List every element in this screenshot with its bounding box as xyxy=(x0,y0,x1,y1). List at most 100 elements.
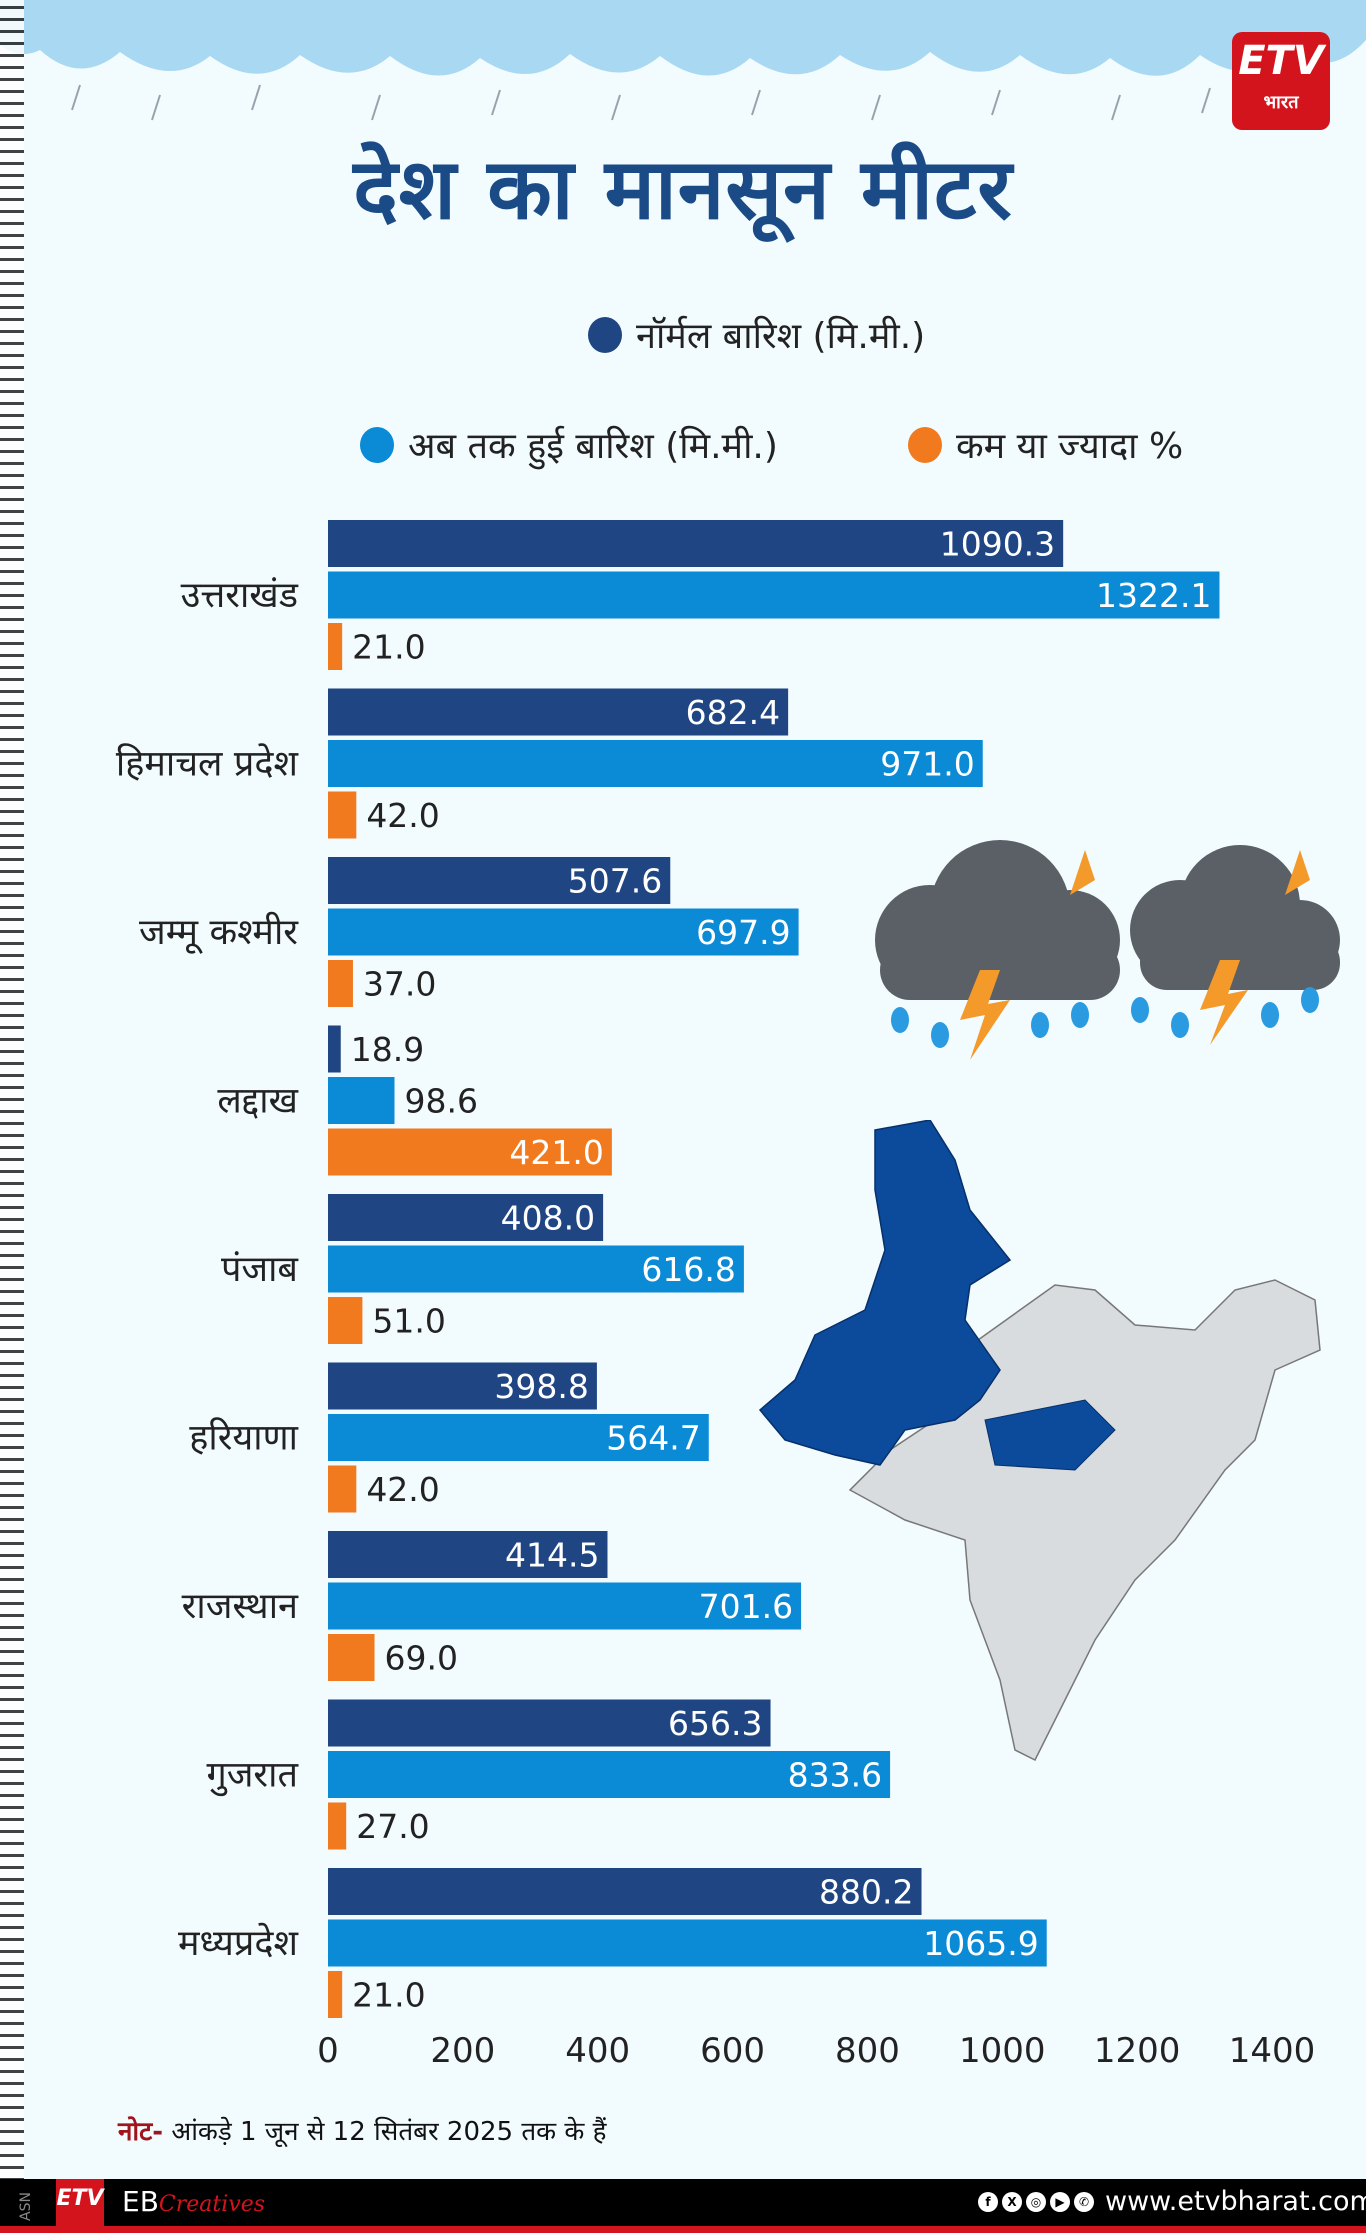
facebook-icon[interactable]: f xyxy=(978,2192,998,2212)
bar-actual xyxy=(328,1919,1047,1967)
state-label: हिमाचल प्रदेश xyxy=(116,743,299,785)
bar-value-label: 682.4 xyxy=(686,693,780,732)
instagram-icon[interactable]: ◎ xyxy=(1026,2192,1046,2212)
bar-pct xyxy=(328,1802,347,1850)
logo-text: ETV xyxy=(1238,38,1324,84)
bar-pct xyxy=(328,960,353,1007)
note-prefix: नोट- xyxy=(118,2117,164,2147)
bar-normal xyxy=(328,520,1064,567)
legend-dot-navy xyxy=(588,316,622,353)
bar-value-label: 1090.3 xyxy=(940,525,1055,564)
x-tick-label: 1400 xyxy=(1229,2031,1316,2071)
youtube-icon[interactable]: ▶ xyxy=(1050,2192,1070,2212)
bar-actual xyxy=(328,1077,395,1124)
bar-normal xyxy=(328,1531,608,1578)
bar-pct xyxy=(328,791,357,839)
x-tick-label: 600 xyxy=(700,2031,765,2071)
bar-actual xyxy=(328,1582,802,1630)
bar-value-label: 421.0 xyxy=(509,1133,603,1172)
bar-normal xyxy=(328,688,789,736)
bar-pct xyxy=(328,1971,343,2018)
rain-cloud-header xyxy=(0,0,1366,121)
ruler-edge xyxy=(0,0,24,2179)
bar-value-label: 656.3 xyxy=(668,1704,762,1743)
legend-dot-orange xyxy=(908,426,942,463)
bar-normal xyxy=(328,1025,341,1073)
legend-normal: नॉर्मल बारिश (मि.मी.) xyxy=(588,310,925,359)
state-label: पंजाब xyxy=(221,1249,299,1290)
x-tick-label: 400 xyxy=(565,2031,630,2071)
bar-value-label: 697.9 xyxy=(696,913,790,952)
state-label: लद्दाख xyxy=(217,1081,298,1122)
etv-bharat-logo[interactable]: ETV भारत xyxy=(1232,32,1330,130)
bar-value-label: 408.0 xyxy=(501,1199,595,1238)
bar-actual xyxy=(328,1751,891,1798)
bar-value-label: 21.0 xyxy=(352,1976,425,2015)
bar-value-label: 51.0 xyxy=(372,1302,445,1341)
bar-value-label: 98.6 xyxy=(404,1082,477,1121)
website-link[interactable]: www.etvbharat.com xyxy=(1105,2186,1366,2217)
legend-actual: अब तक हुई बारिश (मि.मी.) xyxy=(360,420,778,469)
state-label: गुजरात xyxy=(206,1755,299,1797)
legend-label: अब तक हुई बारिश (मि.मी.) xyxy=(408,426,778,467)
bar-normal xyxy=(328,1699,771,1747)
bar-actual xyxy=(328,908,799,956)
whatsapp-icon[interactable]: ✆ xyxy=(1074,2192,1094,2212)
bar-value-label: 414.5 xyxy=(505,1536,599,1575)
bar-actual xyxy=(328,1245,744,1293)
x-tick-label: 0 xyxy=(317,2031,339,2071)
bar-pct xyxy=(328,1465,357,1513)
state-label: राजस्थान xyxy=(182,1586,299,1627)
bar-value-label: 616.8 xyxy=(641,1250,735,1289)
bar-value-label: 37.0 xyxy=(363,965,436,1004)
social-icons: f X ◎ ▶ ✆ xyxy=(978,2192,1094,2212)
bar-value-label: 27.0 xyxy=(356,1807,429,1846)
india-map xyxy=(758,1120,1321,1762)
bar-value-label: 564.7 xyxy=(606,1419,700,1458)
legend-label: नॉर्मल बारिश (मि.मी.) xyxy=(636,316,926,357)
bar-value-label: 69.0 xyxy=(385,1639,458,1678)
x-tick-label: 1200 xyxy=(1094,2031,1181,2071)
state-label: जम्मू कश्मीर xyxy=(139,911,299,954)
bar-value-label: 971.0 xyxy=(880,745,974,784)
state-label: हरियाणा xyxy=(189,1417,298,1459)
legend-pct: कम या ज्यादा % xyxy=(908,420,1183,469)
state-label: उत्तराखंड xyxy=(181,575,299,616)
bar-value-label: 21.0 xyxy=(352,628,425,667)
bar-normal xyxy=(328,857,671,904)
bar-value-label: 42.0 xyxy=(366,796,439,835)
x-tick-label: 200 xyxy=(430,2031,495,2071)
bar-normal xyxy=(328,1868,922,1915)
footer-logo[interactable]: ETV xyxy=(56,2179,104,2226)
footer-bar: ASN ETV EBCreatives f X ◎ ▶ ✆ www.etvbharat.… xyxy=(0,2179,1366,2233)
rainfall-bar-chart: उत्तराखंड 1090.3 1322.1 21.0 हिमाचल प्रदेश 68… xyxy=(116,520,1316,2071)
side-tag: ASN xyxy=(18,2192,34,2221)
bar-pct xyxy=(328,1634,375,1681)
x-tick-label: 800 xyxy=(835,2031,900,2071)
legend-dot-blue xyxy=(360,426,394,463)
bar-pct xyxy=(328,1297,363,1344)
bar-value-label: 880.2 xyxy=(819,1873,913,1912)
bar-value-label: 833.6 xyxy=(788,1756,882,1795)
credit: EBCreatives xyxy=(122,2185,265,2218)
bar-pct xyxy=(328,623,343,670)
bar-value-label: 1065.9 xyxy=(923,1924,1038,1963)
bar-actual xyxy=(328,740,983,787)
logo-subtext: भारत xyxy=(1263,92,1299,113)
bar-actual xyxy=(328,1414,709,1461)
storm-clouds-illustration xyxy=(875,840,1340,1060)
footnote: नोट- आंकड़े 1 जून से 12 सितंबर 2025 तक क… xyxy=(118,2112,606,2148)
legend-label: कम या ज्यादा % xyxy=(956,426,1184,467)
bar-normal xyxy=(328,1194,604,1241)
state-label: मध्यप्रदेश xyxy=(178,1922,299,1964)
bar-value-label: 398.8 xyxy=(494,1367,588,1406)
bar-value-label: 42.0 xyxy=(366,1470,439,1509)
credit-script: Creatives xyxy=(158,2192,266,2217)
bar-value-label: 701.6 xyxy=(699,1587,793,1626)
bar-actual xyxy=(328,571,1220,619)
bar-value-label: 18.9 xyxy=(351,1030,424,1069)
x-tick-label: 1000 xyxy=(959,2031,1046,2071)
note-text: आंकड़े 1 जून से 12 सितंबर 2025 तक के हैं xyxy=(163,2117,607,2147)
x-icon[interactable]: X xyxy=(1002,2192,1022,2212)
page-title: देश का मानसून मीटर xyxy=(353,140,1013,238)
